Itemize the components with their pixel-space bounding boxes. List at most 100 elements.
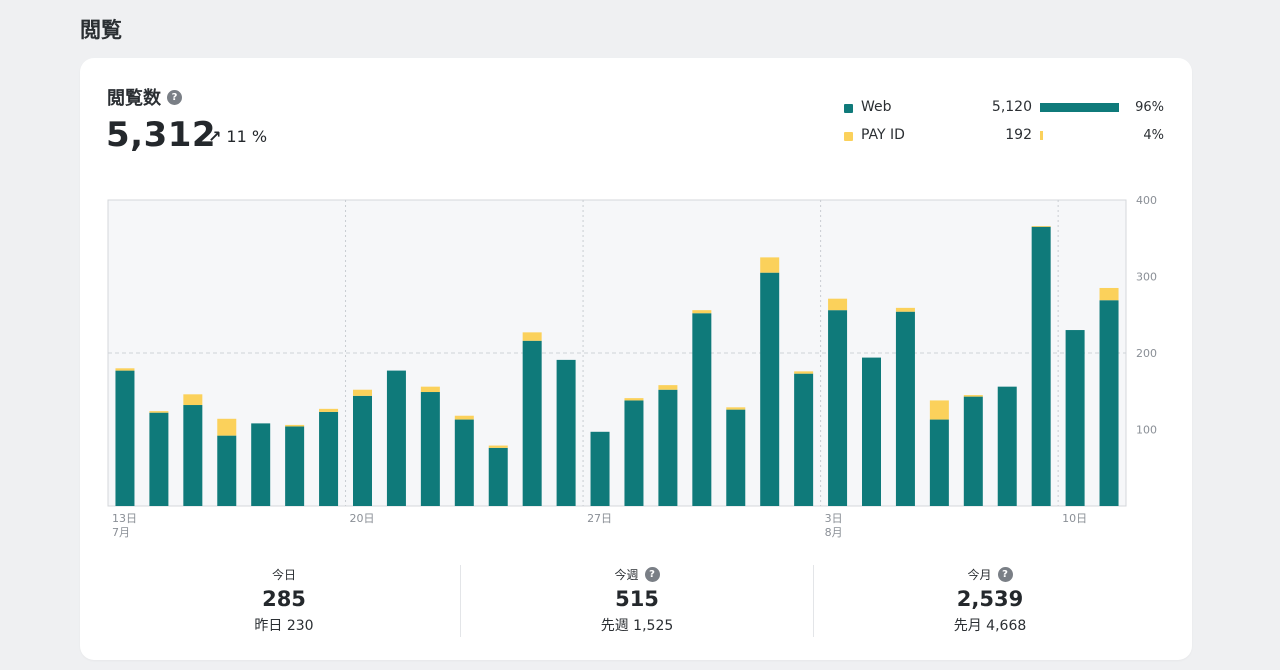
stat-today: 今日 285 昨日 230 bbox=[108, 565, 460, 637]
legend-percent-payid: 4% bbox=[1143, 128, 1164, 143]
bar-payid-20 bbox=[794, 371, 814, 374]
bar-payid-3 bbox=[217, 418, 237, 436]
bar-payid-7 bbox=[353, 389, 372, 396]
bar-web-17 bbox=[692, 313, 712, 506]
bar-payid-5 bbox=[285, 424, 305, 427]
bar-web-25 bbox=[963, 396, 983, 506]
stat-today-label: 今日 bbox=[271, 567, 296, 582]
x-tick-label-7: 20日 bbox=[350, 512, 375, 525]
views-total: 5,312 bbox=[106, 115, 217, 155]
bar-web-0 bbox=[115, 370, 135, 506]
page-title: 閲覧 bbox=[80, 18, 122, 42]
bar-web-20 bbox=[794, 373, 814, 506]
views-metric-label: 閲覧数 ? bbox=[107, 84, 182, 110]
bar-payid-6 bbox=[319, 408, 339, 412]
help-icon[interactable]: ? bbox=[167, 89, 182, 105]
x-tick-label-28: 10日 bbox=[1062, 512, 1087, 525]
x-tick-month-21: 8月 bbox=[825, 526, 843, 539]
bar-web-18 bbox=[726, 409, 746, 506]
bar-web-5 bbox=[285, 426, 305, 506]
bar-payid-2 bbox=[183, 394, 203, 406]
bar-payid-21 bbox=[828, 298, 848, 311]
bar-web-24 bbox=[929, 419, 949, 506]
bar-payid-18 bbox=[726, 407, 746, 410]
bar-payid-10 bbox=[454, 415, 474, 420]
bar-web-21 bbox=[828, 310, 848, 506]
stat-today-value: 285 bbox=[262, 587, 306, 611]
legend-count-web: 5,120 bbox=[991, 99, 1032, 115]
bar-web-29 bbox=[1099, 300, 1119, 506]
bar-payid-29 bbox=[1099, 287, 1119, 301]
bar-web-11 bbox=[488, 447, 508, 506]
bar-payid-9 bbox=[420, 386, 440, 393]
bar-web-15 bbox=[624, 400, 644, 506]
trend-up-arrow-icon: ↗ bbox=[208, 127, 222, 146]
bar-payid-27 bbox=[1031, 226, 1051, 227]
legend-row-payid: PAY ID 192 4% bbox=[844, 126, 1164, 154]
x-tick-label-0: 13日 bbox=[112, 512, 137, 525]
views-card: 閲覧数 ? 5,312 ↗ 11 % Web 5,120 96% PAY ID … bbox=[80, 58, 1192, 660]
bar-web-3 bbox=[217, 435, 237, 506]
bar-web-9 bbox=[420, 392, 440, 506]
views-change: ↗ 11 % bbox=[208, 127, 267, 146]
bar-web-12 bbox=[522, 340, 542, 506]
bar-payid-23 bbox=[895, 307, 915, 312]
bar-web-28 bbox=[1065, 330, 1085, 506]
bar-web-1 bbox=[149, 412, 169, 506]
bar-payid-0 bbox=[115, 368, 135, 371]
bar-payid-12 bbox=[522, 332, 542, 341]
legend-swatch-payid bbox=[844, 132, 853, 141]
bar-web-19 bbox=[760, 272, 780, 506]
y-tick-label-100: 100 bbox=[1136, 424, 1157, 437]
stat-week-value: 515 bbox=[615, 587, 659, 611]
bar-payid-11 bbox=[488, 445, 508, 448]
legend-share-bar-payid bbox=[1040, 131, 1044, 140]
help-icon[interactable]: ? bbox=[997, 566, 1013, 582]
bar-web-7 bbox=[353, 395, 372, 506]
bar-payid-17 bbox=[692, 310, 712, 314]
views-metric-title: 閲覧数 bbox=[107, 88, 161, 109]
legend-name-web: Web bbox=[861, 99, 892, 115]
bar-web-10 bbox=[454, 419, 474, 506]
bar-web-6 bbox=[319, 411, 339, 506]
bar-payid-25 bbox=[963, 395, 983, 397]
x-tick-month-0: 7月 bbox=[112, 526, 130, 539]
bar-web-14 bbox=[590, 431, 610, 506]
x-tick-label-14: 27日 bbox=[587, 512, 612, 525]
bar-web-4 bbox=[251, 423, 271, 506]
legend-percent-web: 96% bbox=[1135, 100, 1164, 115]
bar-payid-15 bbox=[624, 398, 644, 401]
legend-share-bar-web bbox=[1040, 103, 1119, 112]
bar-web-27 bbox=[1031, 226, 1051, 506]
x-tick-label-21: 3日 bbox=[825, 512, 843, 525]
bar-payid-24 bbox=[929, 400, 949, 420]
legend-swatch-web bbox=[844, 104, 853, 113]
views-change-value: 11 % bbox=[226, 127, 268, 146]
y-tick-label-300: 300 bbox=[1136, 271, 1157, 284]
stat-month-value: 2,539 bbox=[956, 587, 1024, 611]
stat-this-week: 今週 ? 515 先週 1,525 bbox=[460, 565, 813, 637]
legend-name-payid: PAY ID bbox=[861, 127, 905, 143]
period-stats: 今日 285 昨日 230 今週 ? 515 先週 1,525 今月 ? 2,5… bbox=[108, 565, 1166, 637]
stat-today-comparison: 昨日 230 bbox=[254, 618, 314, 634]
y-tick-label-400: 400 bbox=[1136, 194, 1157, 207]
source-legend: Web 5,120 96% PAY ID 192 4% bbox=[844, 98, 1164, 154]
bar-web-26 bbox=[997, 386, 1017, 506]
bar-web-2 bbox=[183, 405, 203, 506]
bar-web-16 bbox=[658, 389, 678, 506]
stat-week-comparison: 先週 1,525 bbox=[600, 618, 674, 634]
bar-web-8 bbox=[386, 370, 406, 506]
bar-web-23 bbox=[895, 311, 915, 506]
bar-payid-19 bbox=[760, 257, 780, 273]
legend-row-web: Web 5,120 96% bbox=[844, 98, 1164, 126]
help-icon[interactable]: ? bbox=[644, 566, 660, 582]
bar-payid-1 bbox=[149, 411, 169, 413]
stat-this-month: 今月 ? 2,539 先月 4,668 bbox=[813, 565, 1166, 637]
legend-count-payid: 192 bbox=[1005, 127, 1032, 143]
y-tick-label-200: 200 bbox=[1136, 347, 1157, 360]
stat-week-label: 今週 bbox=[614, 567, 639, 582]
bar-web-22 bbox=[862, 357, 881, 506]
bar-payid-16 bbox=[658, 385, 678, 390]
bar-web-13 bbox=[556, 359, 576, 506]
